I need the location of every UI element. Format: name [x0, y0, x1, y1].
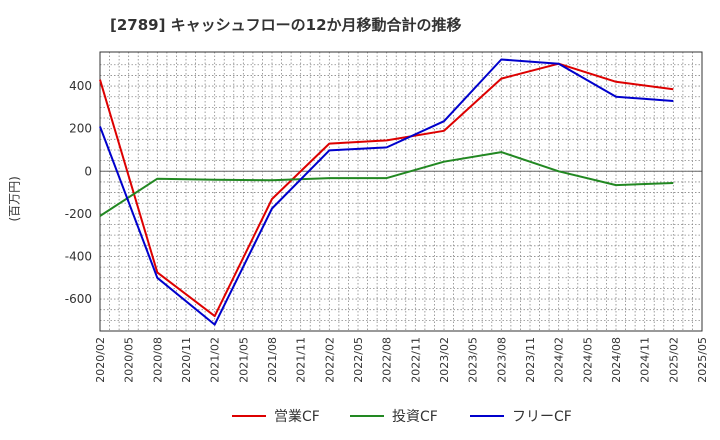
x-tick-label: 2020/05	[123, 337, 136, 383]
y-tick-label: 0	[84, 164, 92, 178]
x-tick-label: 2021/11	[295, 337, 308, 383]
legend-label-2: 投資CF	[392, 409, 438, 425]
x-tick-label: 2024/02	[553, 337, 566, 383]
y-tick-label: -400	[65, 249, 92, 263]
x-tick-label: 2023/05	[467, 337, 480, 383]
x-tick-label: 2023/08	[495, 337, 508, 383]
x-tick-label: 2020/02	[94, 337, 107, 383]
x-tick-label: 2022/11	[409, 337, 422, 383]
series-line-2	[99, 151, 674, 217]
x-tick-label: 2021/08	[266, 337, 279, 383]
y-tick-label: 200	[69, 122, 92, 136]
x-tick-label: 2024/05	[581, 337, 594, 383]
legend-label-1: 営業CF	[274, 409, 320, 425]
x-tick-label: 2024/11	[639, 337, 652, 383]
x-tick-label: 2020/11	[180, 337, 193, 383]
y-tick-label: -200	[65, 207, 92, 221]
series-line-3	[99, 58, 674, 326]
x-tick-label: 2025/05	[696, 337, 709, 383]
x-tick-label: 2024/08	[610, 337, 623, 383]
x-tick-label: 2021/05	[237, 337, 250, 383]
y-tick-label: 400	[69, 79, 92, 93]
x-tick-label: 2023/11	[524, 337, 537, 383]
plot-frame	[99, 51, 703, 332]
x-tick-label: 2025/02	[667, 337, 680, 383]
chart-title: [2789] キャッシュフローの12か月移動合計の推移	[110, 16, 462, 34]
legend-label-3: フリーCF	[512, 409, 572, 425]
series-line-1	[99, 62, 674, 318]
x-tick-label: 2021/02	[209, 337, 222, 383]
x-tick-label: 2022/05	[352, 337, 365, 383]
y-tick-label: -600	[65, 292, 92, 306]
x-tick-label: 2022/08	[381, 337, 394, 383]
x-tick-label: 2023/02	[438, 337, 451, 383]
x-tick-label: 2020/08	[151, 337, 164, 383]
x-tick-label: 2022/02	[323, 337, 336, 383]
